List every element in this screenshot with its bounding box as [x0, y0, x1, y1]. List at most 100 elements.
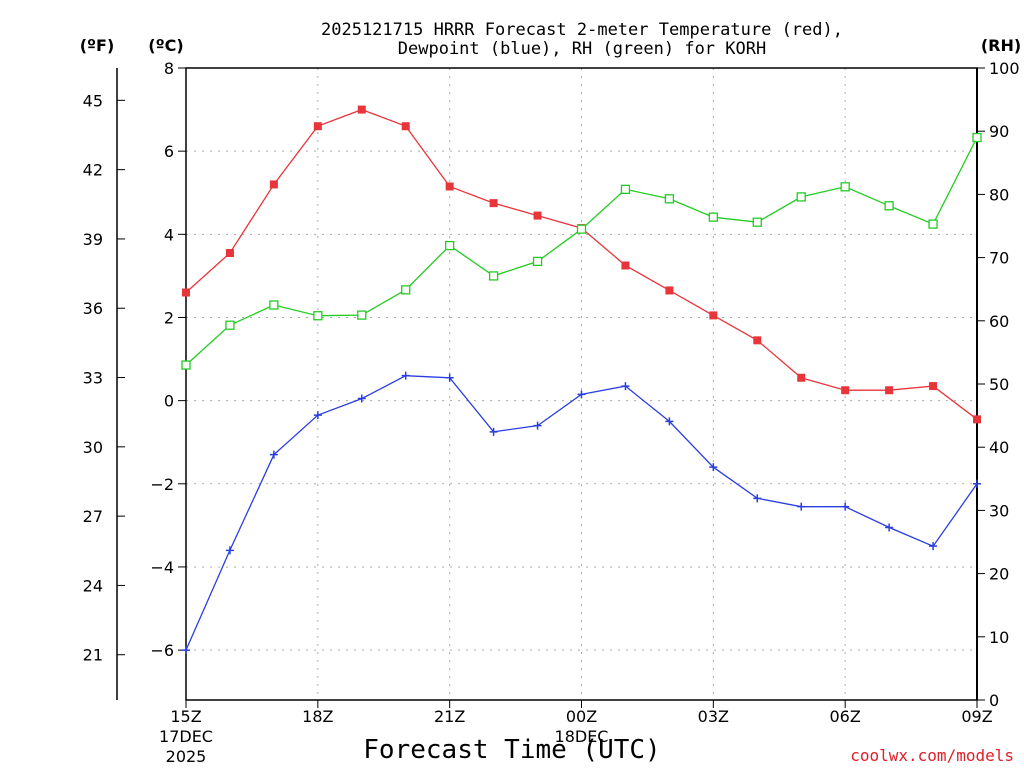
x-tick-label: 21Z — [434, 707, 465, 726]
dewpoint-point — [445, 373, 454, 382]
rh-point — [972, 132, 982, 143]
temperature-point — [533, 211, 542, 220]
rh-point — [752, 217, 762, 227]
celsius-tick-label: −6 — [150, 641, 174, 660]
rh-tick-label: 10 — [989, 628, 1009, 647]
x-tick-label: 06Z — [830, 707, 861, 726]
celsius-tick-label: −4 — [150, 558, 174, 577]
x-tick-date-label: 17DEC — [159, 727, 213, 746]
rh-tick-label: 20 — [989, 565, 1009, 584]
x-tick-label: 03Z — [698, 707, 729, 726]
series-lines — [181, 105, 982, 655]
dewpoint-point — [929, 542, 938, 551]
grid-lines — [186, 68, 977, 700]
rh-point — [840, 182, 850, 192]
fahrenheit-tick-label: 27 — [83, 507, 103, 526]
dewpoint-point — [973, 479, 981, 488]
temperature-point — [929, 382, 938, 391]
temperature-point — [489, 199, 498, 208]
rh-point — [576, 224, 587, 234]
rh-point — [708, 212, 718, 222]
dewpoint-point — [489, 427, 498, 436]
fahrenheit-unit-label: (ºF) — [80, 36, 115, 55]
rh-tick-label: 0 — [989, 691, 999, 710]
temperature-point — [225, 249, 234, 258]
rh-point — [181, 360, 191, 370]
rh-tick-label: 60 — [989, 312, 1009, 331]
fahrenheit-tick-label: 33 — [83, 369, 103, 388]
celsius-unit-label: (ºC) — [148, 36, 183, 55]
rh-tick-label: 50 — [989, 375, 1009, 394]
dewpoint-point — [841, 502, 850, 511]
dewpoint-point — [401, 371, 410, 380]
dewpoint-point — [621, 382, 630, 391]
dewpoint-point — [313, 411, 322, 420]
celsius-tick-label: 2 — [164, 308, 174, 327]
dewpoint-point — [533, 421, 542, 430]
dewpoint-point — [885, 523, 894, 532]
celsius-tick-label: 0 — [164, 392, 174, 411]
celsius-tick-label: 4 — [164, 225, 174, 244]
temperature-point — [797, 373, 806, 382]
x-axis-label: Forecast Time (UTC) — [363, 735, 660, 765]
dewpoint-point — [357, 394, 366, 403]
rh-tick-label: 30 — [989, 501, 1009, 520]
temperature-point — [621, 261, 630, 270]
fahrenheit-tick-label: 24 — [83, 576, 103, 595]
rh-tick-label: 40 — [989, 438, 1009, 457]
rh-point — [357, 310, 367, 320]
rh-point — [796, 192, 806, 202]
fahrenheit-tick-label: 45 — [83, 91, 103, 110]
rh-point — [269, 300, 279, 310]
rh-point — [884, 201, 894, 211]
x-tick-year-label: 2025 — [166, 747, 207, 766]
x-tick-label: 00Z — [566, 707, 597, 726]
dewpoint-point — [577, 390, 586, 399]
dewpoint-point — [709, 463, 718, 472]
x-tick-label: 18Z — [302, 707, 333, 726]
temperature-point — [885, 386, 894, 395]
celsius-tick-label: 8 — [164, 59, 174, 78]
rh-tick-label: 80 — [989, 185, 1009, 204]
chart-title-line-2: Dewpoint (blue), RH (green) for KORH — [398, 39, 766, 59]
fahrenheit-tick-label: 42 — [83, 161, 103, 180]
dewpoint-point — [753, 494, 762, 503]
dewpoint-point — [225, 546, 234, 555]
x-tick-label: 15Z — [170, 707, 201, 726]
rh-tick-label: 90 — [989, 122, 1009, 141]
rh-point — [664, 194, 675, 204]
temperature-point — [709, 311, 718, 320]
temperature-point — [269, 180, 278, 189]
x-tick-label: 09Z — [961, 707, 992, 726]
rh-point — [225, 320, 235, 330]
temperature-point — [357, 105, 366, 114]
temperature-point — [401, 122, 410, 131]
rh-tick-label: 70 — [989, 249, 1009, 268]
fahrenheit-tick-label: 21 — [83, 646, 103, 665]
rh-tick-label: 100 — [989, 59, 1020, 78]
rh-point — [445, 240, 455, 251]
temperature-point — [182, 288, 190, 297]
chart-title-line-1: 2025121715 HRRR Forecast 2-meter Tempera… — [321, 20, 843, 40]
dewpoint-point — [665, 417, 674, 426]
temperature-point — [753, 336, 762, 345]
temperature-point — [841, 386, 850, 395]
rh-point — [532, 256, 543, 267]
rh-point — [620, 184, 631, 194]
rh-point — [928, 219, 938, 229]
fahrenheit-tick-label: 39 — [83, 230, 103, 249]
source-credit: coolwx.com/models — [850, 746, 1014, 765]
celsius-tick-label: −2 — [150, 475, 174, 494]
rh-point — [401, 285, 411, 295]
temperature-point — [973, 415, 981, 424]
rh-unit-label: (RH) — [981, 36, 1021, 55]
axes: 86420−2−4−645423936333027242110090807060… — [83, 59, 1020, 766]
rh-point — [488, 271, 499, 281]
dewpoint-point — [182, 646, 190, 655]
fahrenheit-tick-label: 36 — [83, 299, 103, 318]
fahrenheit-tick-label: 30 — [83, 438, 103, 457]
dewpoint-point — [797, 502, 806, 511]
rh-point — [313, 311, 323, 321]
